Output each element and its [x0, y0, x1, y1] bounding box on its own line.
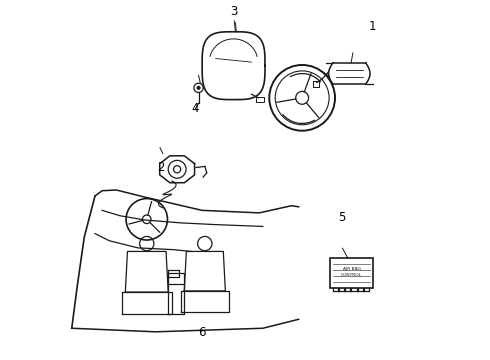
Text: AIR BAG: AIR BAG — [343, 267, 360, 271]
Text: 1: 1 — [369, 20, 377, 33]
Text: CONTROL: CONTROL — [341, 273, 362, 277]
Text: 6: 6 — [198, 327, 206, 339]
Circle shape — [197, 86, 200, 89]
Bar — [330, 258, 373, 288]
Text: 2: 2 — [157, 161, 165, 174]
Text: 5: 5 — [338, 211, 345, 224]
Text: 3: 3 — [230, 5, 237, 18]
Text: 4: 4 — [191, 102, 199, 115]
